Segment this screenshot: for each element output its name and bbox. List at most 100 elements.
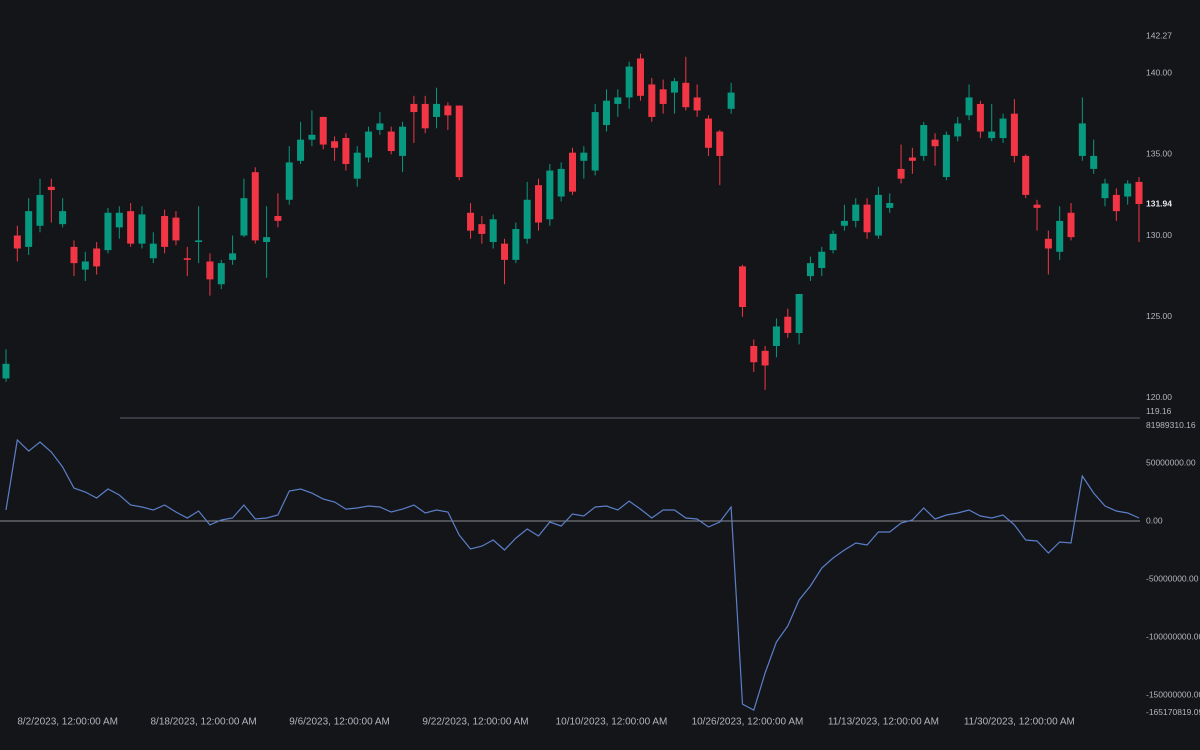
candle-body — [365, 131, 373, 158]
candle-body — [115, 212, 123, 228]
candle-body — [591, 112, 599, 171]
candle-body — [795, 293, 803, 333]
y-tick-label: 50000000.00 — [1146, 457, 1196, 467]
candle-body — [93, 248, 101, 267]
candle-body — [738, 266, 746, 307]
candle-body — [614, 97, 622, 104]
candle-body — [750, 345, 758, 363]
x-tick-label: 8/18/2023, 12:00:00 AM — [151, 717, 257, 728]
candle-body — [36, 194, 44, 226]
candle-body — [965, 97, 973, 116]
candle-body — [988, 131, 996, 139]
candle-body — [331, 141, 339, 148]
candle-body — [897, 168, 905, 179]
candle-body — [1101, 183, 1109, 199]
candle-body — [376, 123, 384, 130]
last-price-label: 131.94 — [1146, 198, 1172, 208]
candle-body — [433, 103, 441, 117]
candle-body — [580, 152, 588, 161]
candle-body — [670, 81, 678, 93]
candle-body — [70, 246, 78, 264]
candle-body — [1112, 194, 1120, 212]
candle-body — [727, 92, 735, 109]
candle-body — [81, 261, 89, 270]
candle-body — [172, 217, 180, 241]
y-tick-label: 140.00 — [1146, 67, 1172, 77]
y-tick-label: 81989310.16 — [1146, 420, 1196, 430]
candle-body — [761, 350, 769, 366]
candle-body — [195, 240, 203, 243]
x-tick-label: 10/26/2023, 12:00:00 AM — [692, 717, 804, 728]
candle-body — [399, 126, 407, 156]
candle-body — [467, 212, 475, 231]
candle-body — [1124, 183, 1132, 197]
candle-body — [829, 233, 837, 251]
candle-body — [410, 103, 418, 113]
candle-body — [1090, 155, 1098, 169]
candle-body — [648, 84, 656, 117]
candle-body — [47, 186, 55, 191]
candle-body — [274, 216, 282, 221]
y-tick-label: 142.27 — [1146, 30, 1172, 40]
candle-body — [874, 194, 882, 236]
candle-body — [263, 237, 271, 243]
y-tick-label: 125.00 — [1146, 311, 1172, 321]
candle-body — [1022, 155, 1030, 195]
candle-body — [954, 123, 962, 137]
candle-body — [512, 229, 520, 260]
candle-body — [1033, 204, 1041, 208]
candle-body — [976, 103, 984, 132]
candle-body — [13, 235, 21, 249]
candle-body — [342, 138, 350, 165]
x-tick-label: 11/30/2023, 12:00:00 AM — [964, 717, 1075, 728]
candle-body — [636, 58, 644, 96]
y-tick-label: -165170819.09 — [1146, 707, 1200, 717]
candle-body — [535, 185, 543, 223]
candle-body — [818, 251, 826, 269]
candle-body — [625, 66, 633, 98]
candle-body — [297, 139, 305, 161]
indicator-line — [5, 438, 1140, 711]
candle-body — [138, 214, 146, 244]
candle-body — [127, 211, 135, 244]
x-tick-label: 10/10/2023, 12:00:00 AM — [556, 717, 668, 728]
candle-body — [546, 170, 554, 220]
candle-body — [1078, 123, 1086, 156]
candle-body — [659, 89, 667, 104]
candle-body — [886, 203, 894, 208]
y-tick-label: 119.16 — [1146, 406, 1172, 416]
candle-body — [229, 253, 237, 260]
candle-body — [557, 168, 565, 197]
candle-body — [523, 199, 531, 239]
candle-body — [183, 258, 191, 260]
y-tick-label: 130.00 — [1146, 230, 1172, 240]
candle-body — [2, 363, 10, 379]
candle-body — [161, 216, 169, 247]
candle-body — [104, 212, 112, 251]
candle-body — [285, 162, 293, 200]
candle-body — [444, 105, 452, 116]
candle-body — [1067, 212, 1075, 238]
candle-body — [863, 204, 871, 233]
x-tick-label: 8/2/2023, 12:00:00 AM — [17, 717, 118, 728]
candle-body — [602, 100, 610, 126]
candle-body — [1056, 220, 1064, 252]
candle-body — [240, 198, 248, 236]
candle-body — [353, 152, 361, 179]
candle-body — [1010, 113, 1018, 156]
y-tick-label: -50000000.00 — [1146, 573, 1199, 583]
candle-body — [920, 125, 928, 156]
candle-body — [59, 211, 67, 225]
candle-body — [478, 224, 486, 234]
candle-body — [569, 152, 576, 192]
candle-body — [251, 172, 259, 241]
candle-body — [149, 243, 157, 259]
candle-body — [784, 316, 792, 333]
y-tick-label: -150000000.00 — [1146, 689, 1200, 699]
candle-body — [319, 116, 327, 145]
y-tick-label: 120.00 — [1146, 392, 1172, 402]
candle-body — [217, 263, 225, 285]
candle-body — [206, 261, 214, 280]
